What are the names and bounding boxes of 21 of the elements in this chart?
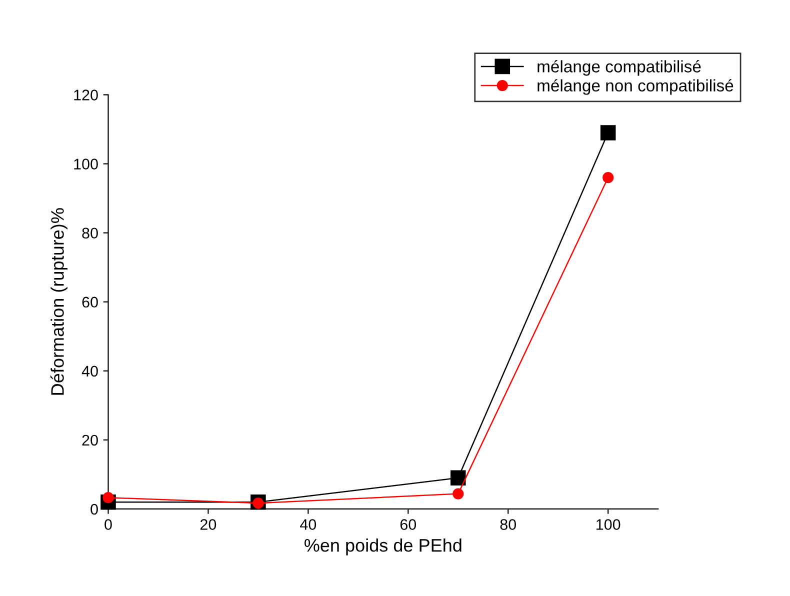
legend-label: mélange non compatibilisé	[538, 79, 734, 95]
point	[600, 125, 616, 140]
y-tick-label: 40	[82, 366, 98, 377]
x-tick-label: 100	[596, 519, 620, 530]
point	[602, 172, 614, 184]
x-axis-title: %en poids de PEhd	[304, 538, 462, 556]
y-tick-label: 120	[74, 90, 98, 100]
x-tick-label: 40	[300, 519, 316, 530]
point	[452, 488, 464, 500]
y-tick-label: 0	[90, 504, 98, 515]
y-axis-title: Déformation (rupture)%	[50, 208, 68, 395]
y-tick-label: 80	[82, 228, 98, 239]
x-tick-label: 20	[200, 519, 216, 530]
y-tick-label: 60	[82, 296, 98, 308]
legend-label: mélange compatibilisé	[538, 60, 701, 76]
point	[450, 470, 466, 486]
x-tick-label: 0	[104, 519, 112, 530]
x-tick-label: 60	[400, 519, 416, 530]
y-tick-label: 20	[82, 434, 98, 446]
y-tick-label: 100	[74, 158, 98, 170]
x-tick-label: 80	[500, 519, 516, 530]
